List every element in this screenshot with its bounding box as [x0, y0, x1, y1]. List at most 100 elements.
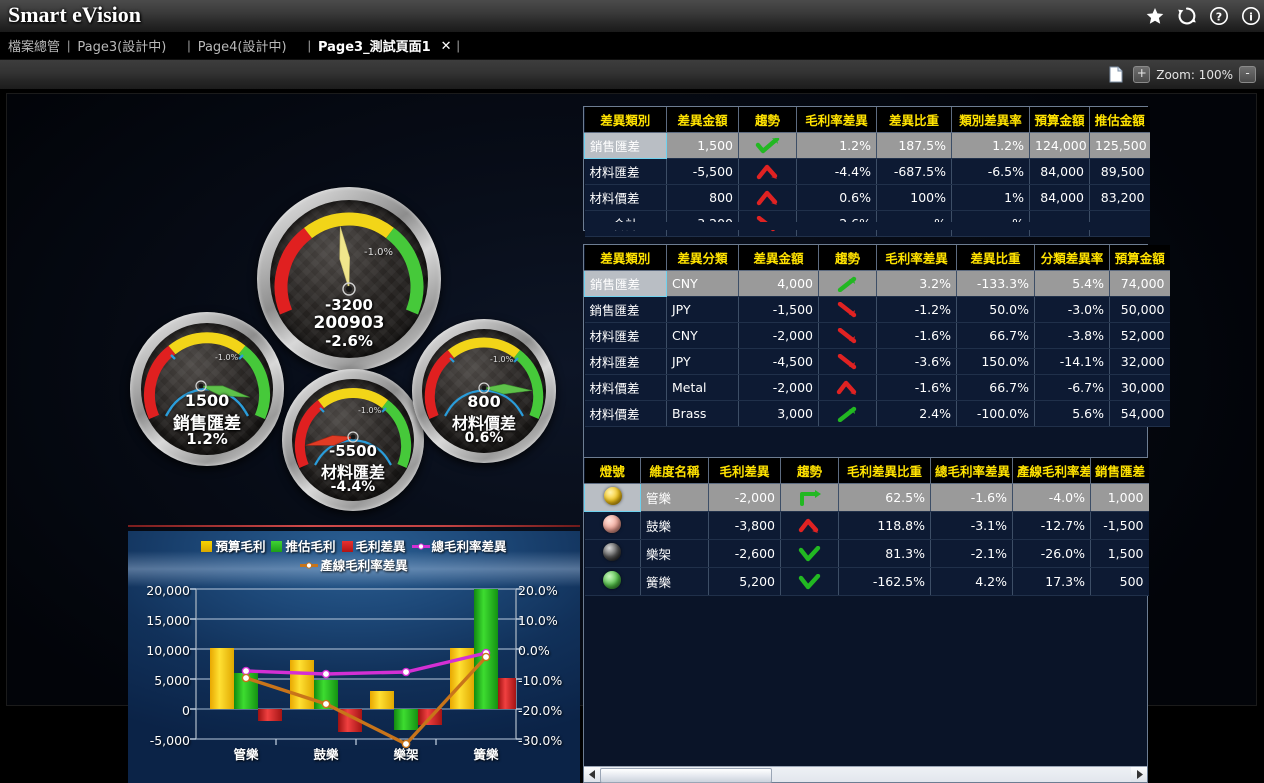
- tab-page4-design[interactable]: Page4(設計中): [197, 40, 287, 55]
- col-header[interactable]: 趨勢: [818, 245, 877, 271]
- col-header[interactable]: 差異金額: [666, 107, 739, 133]
- dimension-light-table[interactable]: 燈號 維度名稱 毛利差異 趨勢 毛利差異比重 總毛利率差異 產線毛利率差異 銷售…: [583, 457, 1149, 783]
- col-header[interactable]: 推估金額: [1089, 107, 1150, 133]
- status-badge: [603, 515, 622, 533]
- col-header[interactable]: 總毛利率差異: [930, 458, 1013, 484]
- page-icon[interactable]: [1109, 66, 1123, 83]
- cell-status-light: [584, 483, 641, 512]
- col-header[interactable]: 趨勢: [780, 458, 839, 484]
- table-row[interactable]: 樂架 -2,600 81.3% -2.1% -26.0% 1,500: [584, 539, 1149, 568]
- y-axis-left-tick: 15,000: [146, 613, 190, 628]
- refresh-icon[interactable]: [1176, 5, 1198, 27]
- svg-text:?: ?: [1216, 10, 1222, 23]
- table-row[interactable]: 銷售匯差 JPY -1,500 -1.2% 50.0% -3.0% 50,000: [584, 296, 1170, 323]
- scroll-thumb[interactable]: [600, 768, 772, 783]
- tab-separator: |: [307, 38, 311, 53]
- table-row[interactable]: 材料匯差 CNY -2,000 -1.6% 66.7% -3.8% 52,000: [584, 322, 1170, 349]
- table-row[interactable]: 材料匯差 JPY -4,500 -3.6% 150.0% -14.1% 32,0…: [584, 348, 1170, 375]
- table-row[interactable]: 鼓樂 -3,800 118.8% -3.1% -12.7% -1,500: [584, 511, 1149, 540]
- col-header[interactable]: 預算金額: [1029, 107, 1090, 133]
- variance-category-table[interactable]: 差異類別 差異金額 趨勢 毛利率差異 差異比重 類別差異率 預算金額 推估金額 …: [583, 106, 1150, 237]
- table-row[interactable]: 材料價差 Metal -2,000 -1.6% 66.7% -6.7% 30,0…: [584, 374, 1170, 401]
- col-header[interactable]: 毛利差異: [708, 458, 781, 484]
- tab-page3-test-page1[interactable]: Page3_測試頁面1: [317, 40, 431, 55]
- cell-margin-rate: 2.4%: [876, 400, 957, 427]
- col-header[interactable]: 銷售匯差: [1090, 458, 1149, 484]
- legend-item-budget-profit: 預算毛利: [201, 537, 265, 556]
- col-header[interactable]: 毛利差異比重: [838, 458, 931, 484]
- col-header[interactable]: 差異金額: [738, 245, 819, 271]
- bar-profit-variance: [258, 709, 282, 721]
- scroll-left-button[interactable]: [584, 767, 600, 782]
- col-header[interactable]: 產線毛利率差異: [1012, 458, 1091, 484]
- col-header[interactable]: 維度名稱: [640, 458, 709, 484]
- gauge-sales-fx[interactable]: -1.0% 1500 銷售匯差 1.2%: [130, 312, 284, 466]
- zoom-out-button[interactable]: -: [1239, 66, 1256, 83]
- cell-budget: 84,000: [1029, 158, 1090, 185]
- cell-dimension-name: 鼓樂: [640, 511, 709, 540]
- help-icon[interactable]: ?: [1208, 5, 1230, 27]
- y-axis-left-tick: 0: [182, 703, 190, 718]
- legend-item-estimated-profit: 推估毛利: [271, 537, 336, 556]
- gauge-color-arcs: [144, 332, 270, 420]
- sidebar-item-file-explorer[interactable]: 檔案總管: [8, 40, 61, 55]
- y-axis-right-tick: -30.0%: [518, 733, 563, 748]
- col-header[interactable]: 毛利率差異: [876, 245, 957, 271]
- cell-trend: [738, 132, 797, 159]
- col-header[interactable]: 毛利率差異: [796, 107, 877, 133]
- star-icon[interactable]: [1144, 5, 1166, 27]
- horizontal-scrollbar[interactable]: [584, 765, 1147, 783]
- y-axis-left-tick: -5,000: [149, 733, 190, 748]
- cell-weight: 66.7%: [956, 374, 1035, 401]
- table-row[interactable]: 材料價差 Brass 3,000 2.4% -100.0% 5.6% 54,00…: [584, 400, 1170, 427]
- cell-total-margin-rate: 4.2%: [930, 567, 1013, 596]
- col-header[interactable]: 差異類別: [584, 107, 667, 133]
- col-header[interactable]: 類別差異率: [951, 107, 1030, 133]
- cell-profit-variance: 5,200: [708, 567, 781, 596]
- cell-weight: 187.5%: [876, 132, 952, 159]
- cell-dimension-name: 樂架: [640, 539, 709, 568]
- cell-budget: 52,000: [1109, 322, 1170, 349]
- col-header[interactable]: 差異分類: [666, 245, 739, 271]
- table-row[interactable]: 銷售匯差 1,500 1.2% 187.5% 1.2% 124,000 125,…: [584, 132, 1150, 159]
- col-header[interactable]: 預算金額: [1109, 245, 1170, 271]
- gauge-total[interactable]: -1.0% -3200 200903 -2.6%: [257, 187, 441, 371]
- cell-sales-fx: 500: [1090, 567, 1149, 596]
- cell-margin-rate: 0.6%: [796, 184, 877, 211]
- cell-total-margin-rate: -3.1%: [930, 511, 1013, 540]
- col-header[interactable]: 差異比重: [876, 107, 952, 133]
- gauge-material-fx[interactable]: -1.0% -5500 材料匯差 -4.4%: [282, 369, 424, 511]
- status-badge: [603, 487, 622, 505]
- table-row[interactable]: 銷售匯差 CNY 4,000 3.2% -133.3% 5.4% 74,000: [584, 270, 1170, 297]
- chart-bars: [210, 589, 516, 732]
- cell-sales-fx: -1,500: [1090, 511, 1149, 540]
- scroll-right-button[interactable]: [1131, 767, 1147, 782]
- col-header[interactable]: 分類差異率: [1034, 245, 1110, 271]
- gross-profit-chart[interactable]: 預算毛利 推估毛利 毛利差異 總毛利率差異 產線毛利率差異 20,000 15,000 …: [128, 531, 580, 783]
- tab-page3-design[interactable]: Page3(設計中): [77, 40, 167, 55]
- col-header[interactable]: 燈號: [584, 458, 641, 484]
- table-row[interactable]: 簧樂 5,200 -162.5% 4.2% 17.3% 500: [584, 567, 1149, 596]
- table-row[interactable]: 材料匯差 -5,500 -4.4% -687.5% -6.5% 84,000 8…: [584, 158, 1150, 185]
- scroll-track[interactable]: [600, 767, 1131, 783]
- cell-weight: 66.7%: [956, 322, 1035, 349]
- col-header[interactable]: 差異比重: [956, 245, 1035, 271]
- col-header[interactable]: 差異類別: [584, 245, 667, 271]
- cell-category: 材料匯差: [584, 348, 667, 375]
- cell-sales-fx: 1,500: [1090, 539, 1149, 568]
- cell-trend: [780, 483, 839, 512]
- table-row[interactable]: 材料價差 800 0.6% 100% 1% 84,000 83,200: [584, 184, 1150, 211]
- col-header[interactable]: 趨勢: [738, 107, 797, 133]
- gauge-face: -1.0% -5500 材料匯差 -4.4%: [292, 379, 414, 501]
- gauge-material-price[interactable]: -1.0% 800 材料價差 0.6%: [412, 319, 556, 463]
- cell-subcategory: CNY: [666, 270, 739, 297]
- chart-top-divider: [128, 525, 580, 527]
- table-row[interactable]: 管樂 -2,000 62.5% -1.6% -4.0% 1,000: [584, 483, 1149, 512]
- cell-amount: -5,500: [666, 158, 739, 185]
- info-icon[interactable]: i: [1240, 5, 1262, 27]
- zoom-in-button[interactable]: +: [1133, 66, 1151, 83]
- cell-dimension-name: 簧樂: [640, 567, 709, 596]
- cell-margin-rate: -4.4%: [796, 158, 877, 185]
- gauge-inner-scale: [444, 357, 524, 417]
- close-icon[interactable]: ✕: [440, 37, 452, 53]
